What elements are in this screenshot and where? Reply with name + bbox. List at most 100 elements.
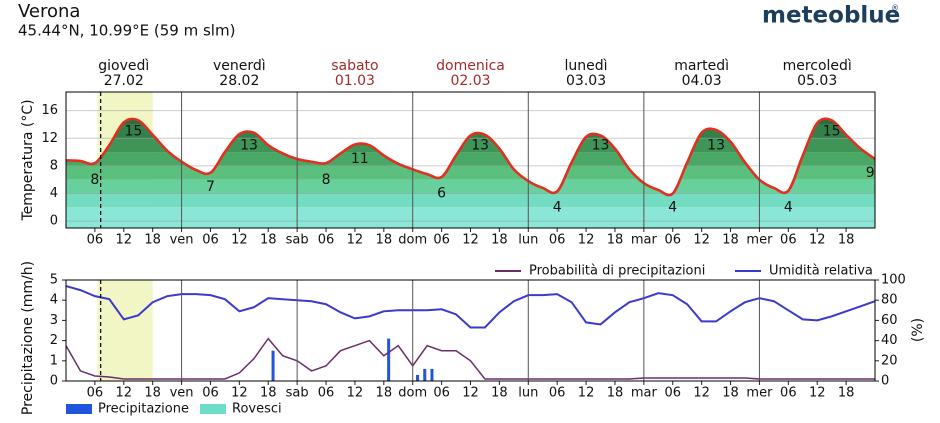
plot-frame — [65, 91, 876, 229]
y2-tick-label: 40 — [881, 333, 898, 348]
x-tick-label: 06 — [664, 386, 681, 401]
legend-swatch — [66, 404, 92, 414]
x-tick-label: 12 — [693, 386, 710, 401]
x-tick-label: 12 — [231, 233, 248, 248]
x-tick-label: 12 — [116, 386, 133, 401]
plot-frame — [65, 279, 876, 382]
x-tick-label: lun — [518, 386, 538, 401]
temperature-band — [66, 193, 875, 208]
temperature-label: 7 — [206, 179, 215, 195]
logo: meteoblue — [762, 3, 900, 29]
legend-label: Probabilità di precipitazioni — [529, 264, 705, 279]
x-tick-label: 18 — [144, 386, 161, 401]
precip-bar — [271, 350, 275, 381]
temperature-fill — [66, 118, 875, 228]
daylight-band — [97, 280, 153, 381]
x-tick-label: 06 — [202, 386, 219, 401]
x-tick-label: 06 — [664, 233, 681, 248]
day-date: 01.03 — [335, 73, 375, 89]
x-tick-label: sab — [286, 233, 309, 248]
temperature-label: 15 — [823, 124, 841, 140]
temperature-label: 13 — [471, 137, 489, 153]
series-line — [65, 337, 875, 380]
temperature-label: 15 — [125, 124, 143, 140]
day-date: 28.02 — [219, 73, 259, 89]
x-tick-label: 18 — [260, 386, 277, 401]
legend-label: Umidità relativa — [769, 264, 873, 279]
x-tick-label: 06 — [87, 233, 104, 248]
logo-mark: ® — [891, 4, 899, 13]
y-axis-label: Temperatura (°C) — [20, 99, 36, 221]
temperature-band — [66, 118, 875, 125]
x-tick-label: 12 — [462, 233, 479, 248]
x-tick-label: ven — [170, 386, 194, 401]
x-tick-label: 12 — [231, 386, 248, 401]
x-tick-label: 18 — [491, 386, 508, 401]
x-tick-label: 12 — [693, 233, 710, 248]
y-tick-label: 4 — [50, 293, 58, 308]
x-tick-label: 18 — [722, 233, 739, 248]
day-date: 05.03 — [797, 73, 837, 89]
x-tick-label: lun — [518, 233, 538, 248]
day-name: venerdì — [213, 58, 266, 74]
x-tick-label: 06 — [549, 386, 566, 401]
y-tick-label: 1 — [50, 353, 58, 368]
x-tick-label: 06 — [318, 233, 335, 248]
temperature-line — [65, 117, 876, 197]
x-tick-label: 06 — [780, 233, 797, 248]
temperature-label: 6 — [437, 186, 446, 202]
y-tick-label: 4 — [50, 186, 58, 201]
x-tick-label: ven — [170, 233, 194, 248]
day-date: 03.03 — [566, 73, 606, 89]
x-tick-label: 12 — [578, 233, 595, 248]
x-tick-label: 06 — [202, 233, 219, 248]
y-tick-label: 12 — [41, 131, 58, 146]
day-name: giovedì — [98, 58, 149, 74]
y2-tick-label: 100 — [881, 273, 906, 288]
x-tick-label: 18 — [722, 386, 739, 401]
x-tick-label: 12 — [116, 233, 133, 248]
x-tick-label: mar — [631, 233, 658, 248]
y-axis-label: Precipitazione (mm/h) — [20, 261, 36, 415]
x-tick-label: 18 — [838, 386, 855, 401]
x-tick-label: 06 — [433, 233, 450, 248]
day-date: 04.03 — [682, 73, 722, 89]
temperature-label: 13 — [240, 137, 258, 153]
x-tick-label: dom — [398, 233, 427, 248]
x-tick-label: mer — [746, 233, 773, 248]
x-tick-label: 18 — [376, 233, 393, 248]
legend-label: Precipitazione — [98, 402, 189, 417]
day-name: sabato — [331, 58, 378, 74]
temperature-band — [66, 207, 875, 228]
y-tick-label: 0 — [50, 214, 58, 229]
day-name: martedì — [674, 58, 729, 74]
legend-label: Rovesci — [232, 402, 282, 417]
x-tick-label: 12 — [809, 233, 826, 248]
x-tick-label: mer — [746, 386, 773, 401]
day-name: domenica — [436, 58, 505, 74]
x-tick-label: 12 — [347, 233, 364, 248]
x-tick-label: 18 — [144, 233, 161, 248]
y2-tick-label: 80 — [881, 293, 898, 308]
y2-tick-label: 0 — [881, 374, 889, 389]
precip-bar — [387, 338, 391, 381]
x-tick-label: 12 — [578, 386, 595, 401]
x-tick-label: 06 — [87, 386, 104, 401]
day-name: mercoledì — [783, 58, 852, 74]
x-tick-label: 06 — [549, 233, 566, 248]
series-line — [65, 285, 876, 329]
y-tick-label: 8 — [50, 158, 58, 173]
location-title: Verona — [18, 1, 80, 22]
temperature-label: 9 — [866, 165, 875, 181]
x-tick-label: 18 — [838, 233, 855, 248]
legend-swatch — [200, 404, 226, 414]
x-tick-label: 18 — [376, 386, 393, 401]
temperature-label: 4 — [553, 199, 562, 215]
y-tick-label: 0 — [50, 374, 58, 389]
x-tick-label: mar — [631, 386, 658, 401]
x-tick-label: 06 — [433, 386, 450, 401]
x-tick-label: 12 — [462, 386, 479, 401]
x-tick-label: 18 — [260, 233, 277, 248]
temperature-label: 4 — [668, 199, 677, 215]
